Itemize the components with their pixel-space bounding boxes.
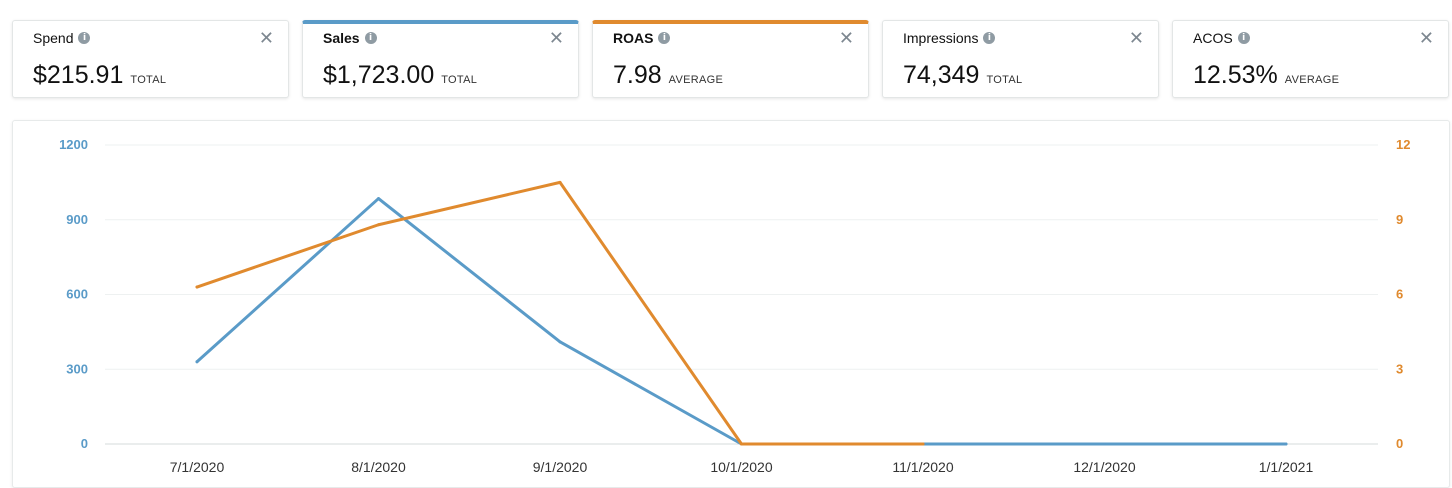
y-left-tick-label: 1200 (59, 137, 88, 152)
info-icon[interactable]: i (1237, 32, 1250, 44)
data-point-sales[interactable] (195, 360, 199, 364)
series-line-sales (195, 197, 1288, 446)
metric-aggregation: AVERAGE (668, 74, 724, 86)
metric-aggregation: TOTAL (986, 74, 1023, 86)
metric-card-sales[interactable]: Sales i ✕ $1,723.00 TOTAL (302, 20, 579, 98)
metric-value: $1,723.00 (323, 61, 435, 89)
metric-cards: Spend i ✕ $215.91 TOTAL Sales i ✕ $1,723… (0, 0, 1452, 110)
metric-label: Impressions (903, 30, 979, 46)
y-left-tick-label: 600 (66, 287, 88, 302)
metric-label: ROAS (613, 30, 654, 46)
x-axis: 7/1/2020 8/1/2020 9/1/2020 10/1/2020 11/1/20… (170, 459, 1314, 475)
metric-aggregation: AVERAGE (1284, 74, 1340, 86)
data-point-roas[interactable] (195, 285, 199, 289)
x-tick-label: 11/1/2020 (892, 459, 953, 475)
series (195, 180, 1288, 446)
x-tick-label: 7/1/2020 (170, 459, 225, 475)
y-right-tick-label: 9 (1396, 212, 1403, 227)
metric-value: 74,349 (903, 61, 980, 89)
series-line-roas (195, 180, 925, 446)
x-tick-label: 12/1/2020 (1073, 459, 1135, 475)
y-left-tick-label: 300 (66, 361, 88, 376)
data-point-roas[interactable] (377, 223, 380, 227)
metric-card-roas[interactable]: ROAS i ✕ 7.98 AVERAGE (592, 20, 869, 98)
metric-label: Spend (33, 30, 74, 46)
data-point-roas[interactable] (558, 180, 562, 184)
metric-value: 12.53% (1193, 61, 1278, 89)
metric-aggregation: TOTAL (130, 74, 167, 86)
metric-value: 7.98 (613, 61, 662, 89)
data-point-sales[interactable] (558, 340, 562, 344)
metric-card-spend[interactable]: Spend i ✕ $215.91 TOTAL (12, 20, 289, 98)
y-left-tick-label: 0 (81, 436, 88, 451)
y-axis-left: 0 300 600 900 1200 (59, 137, 88, 451)
info-icon[interactable]: i (364, 32, 377, 44)
info-icon[interactable]: i (983, 32, 996, 44)
data-point-sales[interactable] (377, 197, 380, 201)
close-icon[interactable]: ✕ (258, 28, 274, 49)
y-left-tick-label: 900 (66, 212, 88, 227)
metric-card-impressions[interactable]: Impressions i ✕ 74,349 TOTAL (882, 20, 1159, 98)
info-icon[interactable]: i (658, 32, 671, 44)
metric-aggregation: TOTAL (441, 74, 478, 86)
data-point-roas[interactable] (740, 442, 743, 446)
close-icon[interactable]: ✕ (548, 28, 564, 49)
close-icon[interactable]: ✕ (838, 28, 854, 49)
grid (105, 144, 1378, 445)
data-point-roas[interactable] (921, 442, 925, 446)
metric-label: Sales (323, 30, 360, 46)
metric-label: ACOS (1193, 30, 1233, 46)
x-tick-label: 10/1/2020 (710, 459, 772, 475)
y-right-tick-label: 3 (1396, 361, 1403, 376)
y-axis-right: 0 3 6 9 12 (1396, 137, 1410, 451)
x-tick-label: 9/1/2020 (533, 459, 588, 475)
close-icon[interactable]: ✕ (1128, 28, 1144, 49)
x-tick-label: 1/1/2021 (1259, 459, 1314, 475)
x-tick-label: 8/1/2020 (351, 459, 406, 475)
data-point-sales[interactable] (1103, 442, 1106, 446)
y-right-tick-label: 12 (1396, 137, 1410, 152)
metric-value: $215.91 (33, 61, 124, 89)
close-icon[interactable]: ✕ (1418, 28, 1434, 49)
metric-card-acos[interactable]: ACOS i ✕ 12.53% AVERAGE (1172, 20, 1449, 98)
y-right-tick-label: 0 (1396, 436, 1403, 451)
data-point-sales[interactable] (1284, 442, 1288, 446)
y-right-tick-label: 6 (1396, 287, 1403, 302)
info-icon[interactable]: i (78, 32, 91, 44)
